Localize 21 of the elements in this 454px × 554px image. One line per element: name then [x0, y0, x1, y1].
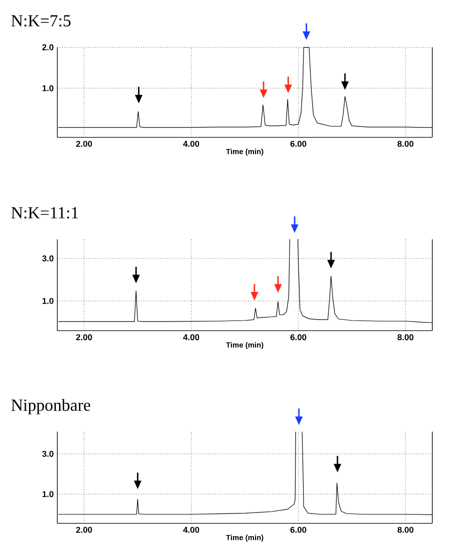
- x-tick-label: 2.00: [76, 334, 92, 340]
- x-tick-label: 6.00: [290, 140, 306, 147]
- x-tick-label: 6.00: [290, 526, 306, 533]
- x-tick-label: 8.00: [398, 526, 414, 533]
- x-tick-label: 4.00: [183, 526, 200, 533]
- x-tick-label: 4.00: [183, 334, 200, 340]
- x-tick-label: 2.00: [76, 140, 92, 147]
- chart-title: Nipponbare: [11, 398, 90, 414]
- chart-title: N:K=11:1: [11, 207, 78, 219]
- y-tick-label: 1.0: [42, 298, 54, 304]
- x-tick-label: 2.00: [76, 526, 92, 533]
- chart-title: N:K=7:5: [11, 15, 71, 27]
- y-tick-label: 3.0: [42, 450, 54, 457]
- x-tick-label: 6.00: [290, 334, 306, 340]
- y-tick-label: 2.0: [42, 44, 54, 50]
- x-tick-label: 8.00: [398, 334, 414, 340]
- x-tick-label: 8.00: [398, 140, 414, 147]
- y-tick-label: 1.0: [42, 85, 54, 92]
- y-tick-label: 3.0: [42, 255, 54, 262]
- y-tick-label: 1.0: [42, 491, 54, 498]
- x-tick-label: 4.00: [183, 140, 200, 147]
